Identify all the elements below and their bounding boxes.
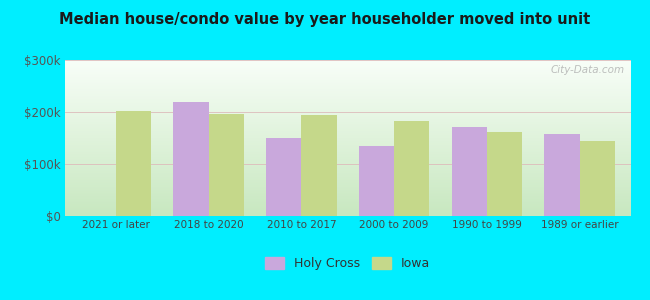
Bar	[452, 127, 487, 216]
Text: City-Data.com: City-Data.com	[551, 65, 625, 75]
Bar	[359, 146, 394, 216]
Legend: Holy Cross, Iowa: Holy Cross, Iowa	[260, 252, 436, 275]
Bar	[209, 114, 244, 216]
Bar	[266, 138, 302, 216]
Bar	[580, 141, 615, 216]
Bar	[544, 134, 580, 216]
Bar	[302, 115, 337, 216]
Bar	[394, 121, 430, 216]
Bar	[487, 132, 522, 216]
Bar	[116, 111, 151, 216]
Text: Median house/condo value by year householder moved into unit: Median house/condo value by year househo…	[59, 12, 591, 27]
Bar	[174, 102, 209, 216]
